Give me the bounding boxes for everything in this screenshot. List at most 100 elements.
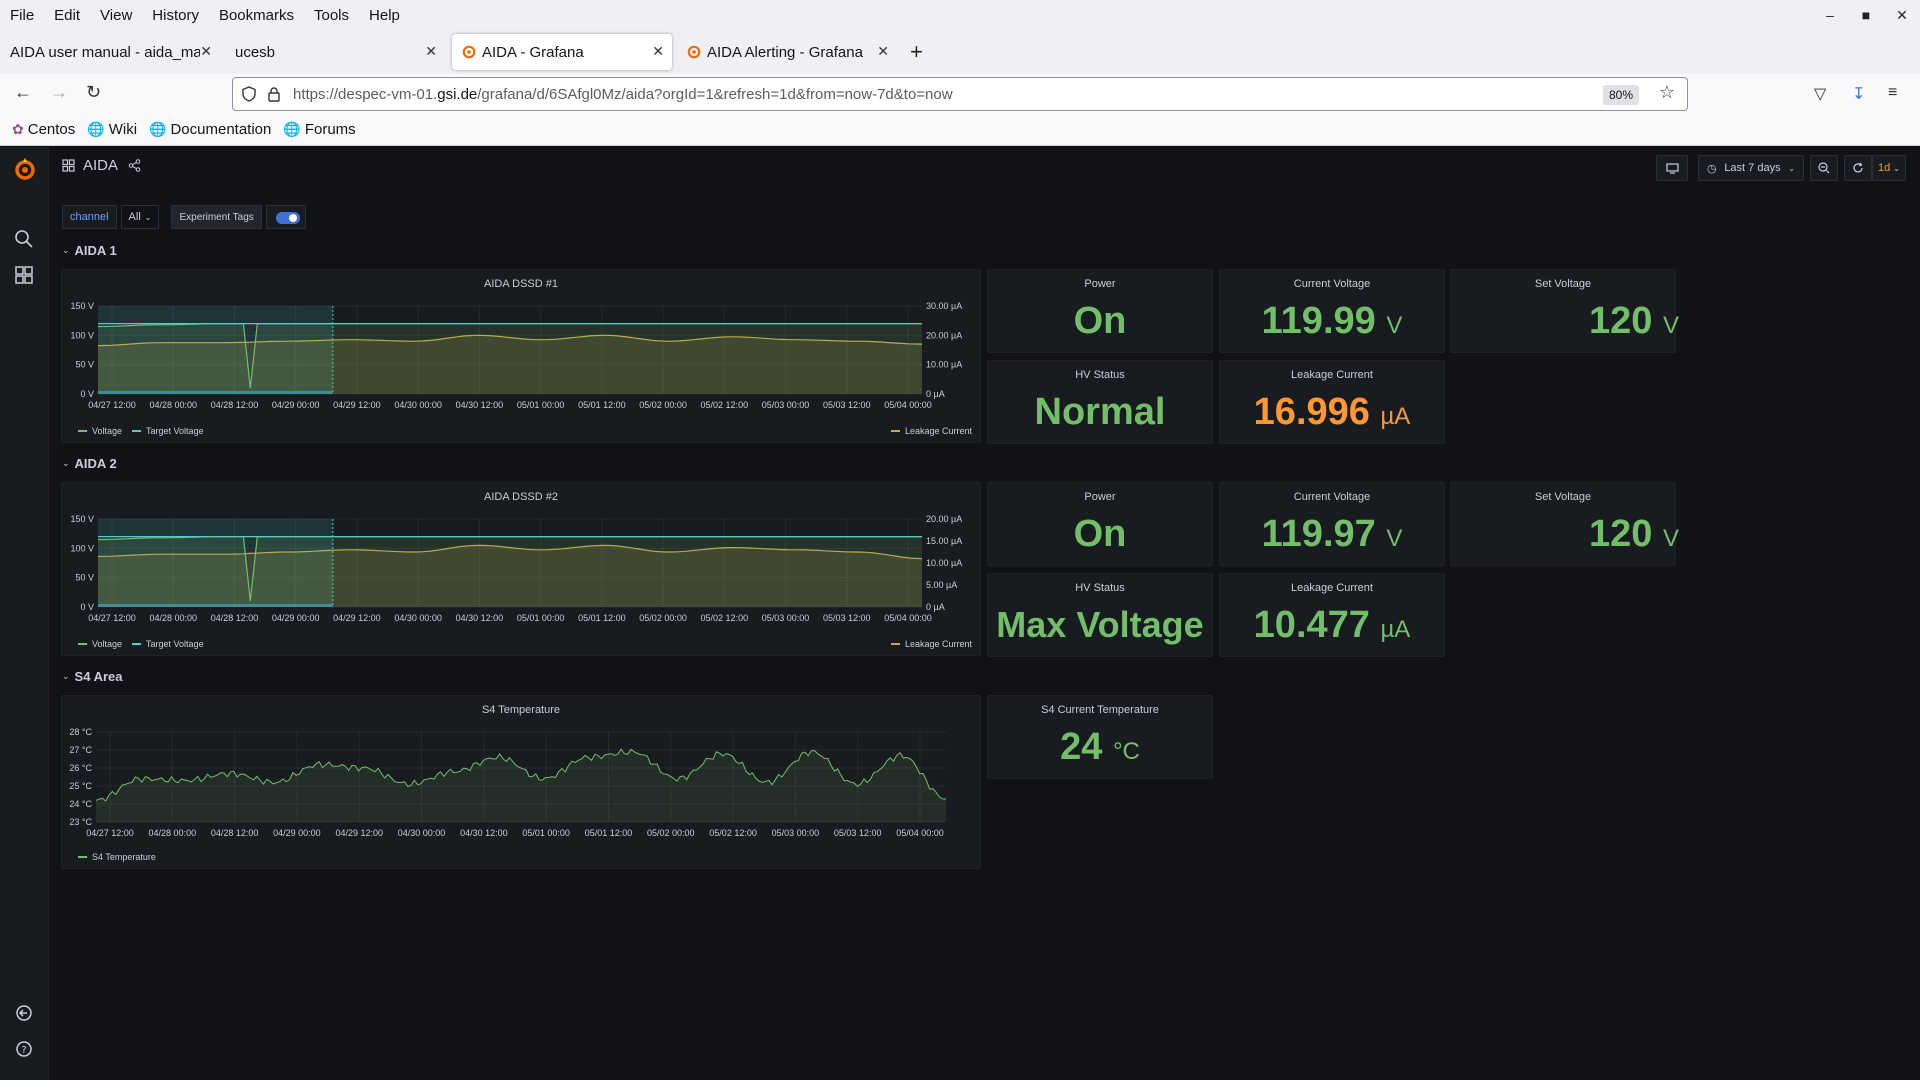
tv-mode-button[interactable]: [1656, 155, 1688, 181]
chevron-down-icon: ⌄: [1788, 163, 1795, 173]
legend-label: Voltage: [92, 426, 123, 436]
legend-label: Leakage Current: [904, 426, 972, 436]
legend-item-leakage-current[interactable]: Leakage Current: [890, 426, 972, 436]
shield-icon[interactable]: [241, 86, 257, 102]
legend-item-voltage[interactable]: Voltage: [78, 426, 122, 436]
close-tab-icon[interactable]: ✕: [652, 43, 664, 59]
channel-select[interactable]: All ⌄: [120, 205, 160, 229]
bookmark-forums[interactable]: 🌐 Forums: [283, 121, 355, 138]
panel-hv-status-1[interactable]: HV Status Normal: [987, 360, 1213, 444]
dashboard-title[interactable]: AIDA: [83, 157, 119, 174]
maximize-icon[interactable]: ■: [1861, 7, 1871, 23]
chevron-down-icon: ⌄: [62, 458, 70, 468]
panel-current-voltage-2[interactable]: Current Voltage 119.97 V: [1219, 482, 1445, 566]
y-tick-label: 26 °C: [69, 763, 92, 773]
downloads-icon[interactable]: ↧: [1852, 86, 1866, 103]
bookmark-star-icon[interactable]: ☆: [1658, 82, 1675, 102]
zoom-level-button[interactable]: 80%: [1602, 85, 1639, 105]
panel-title: HV Status: [1075, 369, 1125, 381]
legend-item-target-voltage[interactable]: Target Voltage: [132, 639, 204, 649]
row-s4-area[interactable]: ⌄ S4 Area: [62, 669, 122, 684]
menu-tools[interactable]: Tools: [313, 6, 350, 24]
panel-set-voltage-2[interactable]: Set Voltage 120 V: [1450, 482, 1679, 566]
panel-title: Power: [1084, 491, 1116, 503]
tab-aida-grafana[interactable]: AIDA - Grafana ✕: [452, 34, 672, 70]
x-tick-label: 04/28 00:00: [149, 400, 197, 410]
menu-bookmarks[interactable]: Bookmarks: [218, 6, 294, 24]
lock-icon[interactable]: [267, 86, 281, 102]
legend-item-leakage-current[interactable]: Leakage Current: [890, 639, 972, 649]
minimize-icon[interactable]: –: [1826, 7, 1834, 23]
dashboards-icon[interactable]: [14, 265, 34, 285]
zoom-out-button[interactable]: [1810, 155, 1838, 181]
close-tab-icon[interactable]: ✕: [200, 43, 212, 59]
bookmark-documentation[interactable]: 🌐 Documentation: [149, 121, 271, 138]
refresh-button[interactable]: [1844, 155, 1872, 181]
tab-ucesb[interactable]: ucesb ✕: [225, 34, 445, 70]
search-icon[interactable]: [14, 229, 34, 249]
share-icon[interactable]: [128, 159, 141, 172]
close-tab-icon[interactable]: ✕: [425, 43, 437, 59]
legend-item-target-voltage[interactable]: Target Voltage: [132, 426, 204, 436]
back-icon[interactable]: ←: [14, 82, 32, 102]
panel-leakage-current-1[interactable]: Leakage Current 16.996 µA: [1219, 360, 1445, 444]
x-tick-label: 05/02 00:00: [639, 613, 687, 623]
close-window-icon[interactable]: ✕: [1896, 6, 1908, 23]
panel-aida-dssd-1[interactable]: AIDA DSSD #1 04/27 12:00 04/28 00:00 04/28…: [61, 269, 981, 443]
bookmark-wiki[interactable]: 🌐 Wiki: [87, 121, 137, 138]
pocket-icon[interactable]: ▽: [1814, 86, 1827, 103]
navigation-bar: ← → ↻ https://despec-vm-01.gsi.de/grafan…: [0, 74, 1920, 114]
reload-icon[interactable]: ↻: [86, 82, 102, 102]
leakage-current-area: [98, 335, 922, 394]
panel-aida-dssd-2[interactable]: AIDA DSSD #2 04/27 12:00 04/28 00:00 04/28…: [61, 482, 981, 656]
tab-label: AIDA user manual - aida_man: [10, 43, 200, 61]
row-title: AIDA 2: [74, 456, 117, 471]
legend-swatch: [890, 643, 900, 645]
x-tick-label: 05/03 00:00: [772, 828, 820, 838]
panel-title: Current Voltage: [1293, 278, 1371, 290]
menu-view[interactable]: View: [100, 6, 133, 24]
row-title: S4 Area: [74, 669, 123, 684]
grafana-logo-icon[interactable]: [13, 157, 37, 181]
help-icon[interactable]: ?: [14, 1039, 34, 1059]
bookmark-centos[interactable]: ✿ Centos: [12, 121, 75, 138]
panel-title: S4 Temperature: [481, 704, 561, 716]
panel-s4-current-temperature[interactable]: S4 Current Temperature 24 °C: [987, 695, 1213, 779]
menu-help[interactable]: Help: [369, 6, 400, 24]
panel-power-2[interactable]: Power On: [987, 482, 1213, 566]
time-range-label: Last 7 days: [1724, 162, 1781, 174]
sign-in-icon[interactable]: [14, 1003, 34, 1023]
experiment-tags-toggle[interactable]: [265, 205, 306, 229]
row-aida-1[interactable]: ⌄ AIDA 1: [62, 243, 117, 258]
x-tick-label: 04/29 00:00: [272, 400, 320, 410]
time-range-picker[interactable]: ◷ Last 7 days ⌄: [1698, 155, 1804, 181]
close-tab-icon[interactable]: ✕: [877, 43, 889, 59]
stat-value-container: 24 °C: [988, 726, 1212, 769]
forward-icon[interactable]: →: [50, 82, 68, 102]
panel-title: Power: [1084, 278, 1116, 290]
refresh-interval-picker[interactable]: 1d ⌄: [1872, 155, 1906, 181]
panel-leakage-current-2[interactable]: Leakage Current 10.477 µA: [1219, 573, 1445, 657]
tab-aida-alerting[interactable]: AIDA Alerting - Grafana ✕: [677, 34, 897, 70]
panel-hv-status-2[interactable]: HV Status Max Voltage: [987, 573, 1213, 657]
menu-history[interactable]: History: [152, 6, 199, 24]
menu-edit[interactable]: Edit: [54, 6, 81, 24]
panel-title: Set Voltage: [1534, 278, 1592, 290]
new-tab-button[interactable]: +: [910, 39, 923, 64]
panel-s4-temperature[interactable]: S4 Temperature 04/27 12:00 04/28 00:00 04/…: [61, 695, 981, 869]
row-aida-2[interactable]: ⌄ AIDA 2: [62, 456, 117, 471]
url-bar[interactable]: https://despec-vm-01.gsi.de/grafana/d/6S…: [232, 77, 1688, 111]
menu-file[interactable]: File: [10, 6, 35, 24]
clock-icon: ◷: [1707, 162, 1717, 175]
panel-power-1[interactable]: Power On: [987, 269, 1213, 353]
url-text[interactable]: https://despec-vm-01.gsi.de/grafana/d/6S…: [293, 86, 953, 103]
x-tick-label: 04/29 00:00: [273, 828, 321, 838]
tab-aida-manual[interactable]: AIDA user manual - aida_man ✕: [0, 34, 220, 70]
app-menu-icon[interactable]: ≡: [1888, 84, 1898, 101]
panel-set-voltage-1[interactable]: Set Voltage 120 V: [1450, 269, 1679, 353]
x-tick-label: 05/01 12:00: [578, 400, 626, 410]
aida-dssd-2-chart: 04/27 12:00 04/28 00:00 04/28 12:00 04/29 0…: [70, 514, 962, 623]
panel-current-voltage-1[interactable]: Current Voltage 119.99 V: [1219, 269, 1445, 353]
legend-item-s4-temperature[interactable]: S4 Temperature: [78, 852, 156, 862]
legend-item-voltage[interactable]: Voltage: [78, 639, 122, 649]
